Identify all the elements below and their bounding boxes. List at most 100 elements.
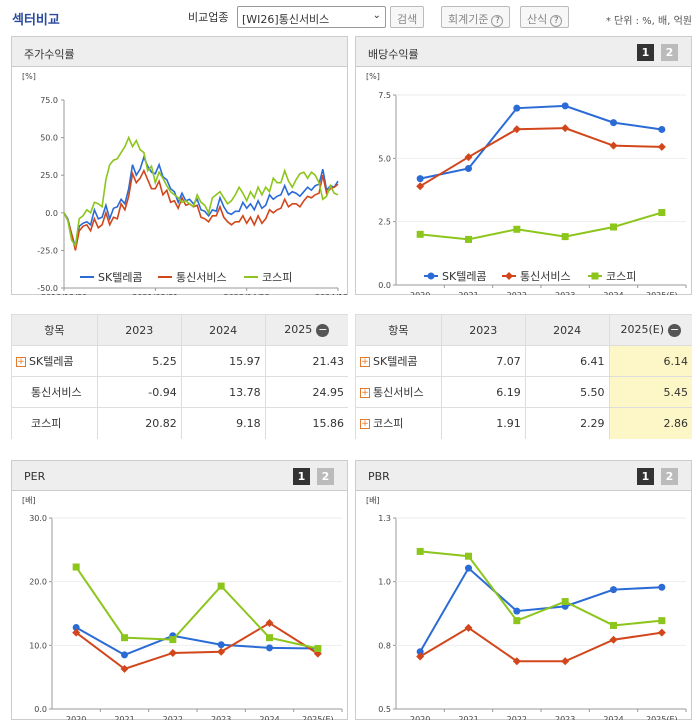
series-line-telecom — [419, 626, 662, 663]
page-1-button[interactable]: 1 — [637, 468, 654, 485]
page-2-button[interactable]: 2 — [661, 468, 678, 485]
page-title: 섹터비교 — [12, 13, 60, 28]
table-cell: 15.97 — [180, 345, 266, 377]
unit-note: * 단위 : %, 배, 억원 — [605, 16, 692, 27]
col-header: 2023 — [440, 314, 526, 346]
table-cell: 2.29 — [524, 407, 610, 439]
col-header: 2024 — [180, 314, 266, 346]
table-cell: 15.86 — [264, 407, 348, 439]
panel-title: PBR — [368, 470, 390, 483]
series-line-skt — [63, 154, 339, 248]
x-tick-label: 2022 — [507, 291, 527, 295]
table-row: 통신서비스 -0.94 13.78 24.95 — [11, 376, 348, 408]
x-tick-label: 2024 — [603, 715, 623, 720]
y-tick-label: 2.5 — [378, 218, 391, 227]
y-unit: [배] — [22, 496, 36, 505]
pbr-panel: PBR 1 2 [배] 1.3 1.0 0.8 0.5 2020 2021 2022 2023… — [355, 460, 692, 720]
y-tick-label: 1.3 — [378, 514, 391, 523]
help-icon[interactable]: ? — [550, 15, 563, 27]
collapse-icon[interactable]: − — [316, 322, 330, 337]
data-point — [512, 125, 521, 134]
data-point — [513, 607, 521, 615]
row-name-cell: + 코스피 — [355, 407, 442, 439]
data-point — [561, 657, 570, 666]
formula-button-label: 산식 — [527, 13, 548, 26]
collapse-icon[interactable]: − — [668, 322, 682, 337]
col-header: 2023 — [96, 314, 182, 346]
legend-label-telecom: 통신서비스 — [176, 271, 227, 284]
x-tick-label: 2021/08/31 — [132, 293, 178, 295]
table-cell: -0.94 — [96, 376, 182, 408]
expand-icon[interactable]: + — [360, 419, 370, 430]
expand-icon[interactable]: + — [360, 357, 370, 367]
page-1-button[interactable]: 1 — [637, 44, 654, 61]
data-point — [313, 649, 322, 658]
stock-return-chart: [%] 75.0 50.0 25.0 0.0 -25.0 -50.02019/12/30 2… — [22, 72, 349, 295]
page-2-button[interactable]: 2 — [661, 44, 678, 61]
data-point — [658, 125, 666, 133]
row-name: SK텔레콤 — [373, 355, 418, 368]
legend-label-skt: SK텔레콤 — [442, 270, 487, 283]
accounting-standard-button[interactable]: 회계기준? — [441, 6, 511, 28]
x-tick-label: 2024/12/30 — [315, 293, 349, 295]
y-tick-label: 5.0 — [378, 154, 391, 163]
panel-title: PER — [24, 470, 46, 483]
page-2-button[interactable]: 2 — [317, 468, 334, 485]
col-header: 항목 — [355, 314, 442, 346]
table-cell: 9.18 — [180, 407, 266, 439]
y-tick-label: 75.0 — [40, 96, 58, 105]
table-header-row: 항목 2023 2024 2025− — [11, 314, 348, 346]
dividend-panel: 배당수익률 1 2 [%] 7.5 5.0 2.5 0.0 2020 2021 2022 20… — [355, 36, 692, 295]
table-cell: 6.14 — [608, 345, 692, 377]
panel-title: 주가수익률 — [24, 48, 75, 61]
data-point — [658, 617, 666, 625]
y-tick-label: 0.8 — [378, 641, 391, 650]
x-tick-label: 2022 — [163, 715, 183, 720]
y-tick-label: 1.0 — [378, 578, 391, 587]
sector-select[interactable]: [WI26]통신서비스 ⌄ — [237, 6, 386, 28]
col-header-label: 2025(E) — [620, 323, 665, 337]
help-icon[interactable]: ? — [491, 15, 504, 27]
col-header: 2024 — [524, 314, 610, 346]
col-header: 항목 — [11, 314, 98, 346]
legend-label-telecom: 통신서비스 — [520, 270, 571, 283]
row-name: 통신서비스 — [11, 376, 98, 408]
x-tick-label: 2019/12/30 — [41, 293, 87, 295]
expand-icon[interactable]: + — [360, 388, 370, 398]
table-cell: 6.19 — [440, 376, 526, 408]
table-cell: 5.45 — [608, 376, 692, 408]
x-tick-label: 2023 — [211, 715, 231, 720]
series-line-kospi — [420, 211, 663, 241]
series-line-kospi — [75, 566, 319, 650]
y-tick-label: 25.0 — [40, 171, 58, 180]
expand-icon[interactable]: + — [16, 357, 26, 367]
data-point — [464, 623, 473, 632]
pbr-chart: [배] 1.3 1.0 0.8 0.5 2020 2021 2022 2023 2024 2025… — [366, 496, 687, 720]
x-tick-label: 2021 — [458, 715, 478, 720]
table-cell: 13.78 — [180, 376, 266, 408]
table-header-row: 항목 2023 2024 2025(E) − — [355, 314, 692, 346]
data-point — [265, 619, 274, 628]
col-header-2025e: 2025(E) − — [608, 314, 692, 346]
panel-header: 주가수익률 — [12, 37, 347, 67]
row-name: 통신서비스 — [373, 386, 424, 399]
row-name: 코스피 — [373, 417, 404, 431]
data-point — [416, 182, 425, 191]
legend-label-kospi: 코스피 — [262, 271, 292, 284]
search-button[interactable]: 검색 — [390, 6, 425, 28]
table-cell: 2.86 — [608, 407, 692, 439]
stock-return-panel: 주가수익률 [%] 75.0 50.0 25.0 0.0 -25.0 -50.02019/… — [11, 36, 349, 295]
per-chart: [배] 30.0 20.0 10.0 0.0 2020 2021 2022 2023 2024 2… — [22, 496, 343, 720]
panel-header: 배당수익률 1 2 — [356, 37, 691, 67]
y-tick-label: 50.0 — [40, 134, 58, 143]
dividend-chart: [%] 7.5 5.0 2.5 0.0 2020 2021 2022 2023 2024 2025… — [366, 72, 687, 295]
formula-button[interactable]: 산식? — [520, 6, 570, 28]
data-point — [609, 141, 618, 150]
page-1-button[interactable]: 1 — [293, 468, 310, 485]
data-point — [266, 634, 273, 642]
data-point — [657, 142, 666, 151]
data-point — [609, 635, 618, 644]
panel-header: PBR 1 2 — [356, 461, 691, 491]
series-line-kospi — [420, 550, 662, 627]
data-point — [610, 621, 617, 629]
